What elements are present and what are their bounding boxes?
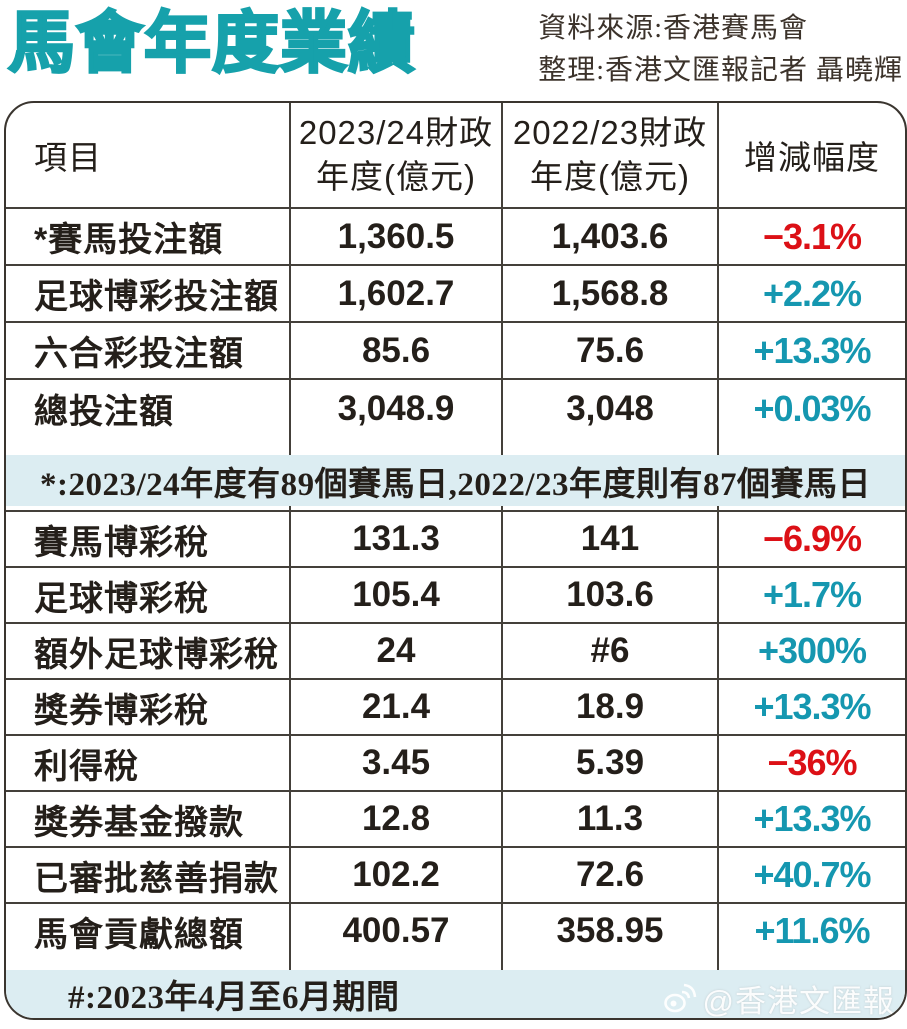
change-value: −6.9% [762,518,862,559]
watermark: @香港文匯報 [661,976,895,1021]
table-row: 總投注額 3,048.9 3,048 +0.03% [6,380,905,437]
row-label: 獎券基金撥款 [6,792,291,846]
row-label: 六合彩投注額 [6,323,291,380]
change-value: +11.6% [754,910,870,951]
footnote-band: #:2023年4月至6月期間 [6,970,905,1018]
row-label: 馬會貢獻總額 [6,904,291,958]
value-fy2324: 105.4 [291,568,503,622]
value-fy2223: 3,048 [503,380,719,437]
value-fy2324: 400.57 [291,904,503,958]
value-fy2223: 1,568.8 [503,266,719,323]
value-fy2223: 75.6 [503,323,719,380]
table-row: 賽馬博彩稅 131.3 141 −6.9% [6,510,905,566]
value-fy2223: 141 [503,512,719,566]
row-label: 賽馬博彩稅 [6,512,291,566]
source-line: 資料來源:香港賽馬會 [538,13,808,44]
table-row: 馬會貢獻總額 400.57 358.95 +11.6% [6,902,905,958]
note-text: *:2023/24年度有89個賽馬日,2022/23年度則有87個賽馬日 [39,466,872,503]
results-table: 項目 2023/24財政 年度(億元) 2022/23財政 年度(億元) 增減幅… [4,101,907,1020]
header-fy2324: 2023/24財政 年度(億元) [291,103,503,209]
value-fy2324: 24 [291,624,503,678]
table-row: 六合彩投注額 85.6 75.6 +13.3% [6,323,905,380]
row-label: 總投注額 [6,380,291,437]
table-row: 足球博彩稅 105.4 103.6 +1.7% [6,566,905,622]
table-row: *賽馬投注額 1,360.5 1,403.6 −3.1% [6,209,905,266]
watermark-text: @香港文匯報 [702,984,895,1019]
change-value: +300% [757,630,867,671]
value-fy2223: 18.9 [503,680,719,734]
editor-line: 整理:香港文匯報記者 聶曉輝 [538,55,903,86]
table-row: 利得稅 3.45 5.39 −36% [6,734,905,790]
value-fy2324: 1,360.5 [291,209,503,266]
change-value: +13.3% [719,323,905,380]
change-value: +0.03% [753,387,871,429]
page-title: 馬會年度業績 [7,5,417,83]
change-value: +13.3% [753,686,871,727]
row-label: 已審批慈善捐款 [6,848,291,902]
change-value: +2.2% [719,266,905,323]
change-value: +1.7% [762,574,862,615]
header-fy2223: 2022/23財政 年度(億元) [503,103,719,209]
value-fy2324: 102.2 [291,848,503,902]
row-label: 利得稅 [6,736,291,790]
table-row: 獎券基金撥款 12.8 11.3 +13.3% [6,790,905,846]
header-item: 項目 [6,103,291,209]
change-value: −3.1% [719,209,905,266]
source-credits: 資料來源:香港賽馬會 整理:香港文匯報記者 聶曉輝 [538,8,903,92]
value-fy2223: 1,403.6 [503,209,719,266]
value-fy2324: 85.6 [291,323,503,380]
table-row: 已審批慈善捐款 102.2 72.6 +40.7% [6,846,905,902]
column-line-spacer [6,958,905,970]
footnote-text: #:2023年4月至6月期間 [68,980,400,1016]
value-fy2324: 3,048.9 [291,380,503,437]
row-label: 額外足球博彩稅 [6,624,291,678]
note-band: *:2023/24年度有89個賽馬日,2022/23年度則有87個賽馬日 [6,455,905,506]
row-label: 獎券博彩稅 [6,680,291,734]
table-row: 獎券博彩稅 21.4 18.9 +13.3% [6,678,905,734]
value-fy2223: 358.95 [503,904,719,958]
value-fy2223: #6 [503,624,719,678]
column-line-spacer [6,506,905,510]
value-fy2324: 12.8 [291,792,503,846]
table-row: 額外足球博彩稅 24 #6 +300% [6,622,905,678]
value-fy2324: 21.4 [291,680,503,734]
row-label: *賽馬投注額 [6,209,291,266]
value-fy2223: 11.3 [503,792,719,846]
value-fy2223: 103.6 [503,568,719,622]
value-fy2324: 3.45 [291,736,503,790]
column-line-spacer [6,437,905,455]
change-value: +13.3% [753,798,871,839]
row-label: 足球博彩投注額 [6,266,291,323]
weibo-icon [661,982,697,1016]
value-fy2324: 131.3 [291,512,503,566]
table-header-row: 項目 2023/24財政 年度(億元) 2022/23財政 年度(億元) 增減幅… [6,103,905,209]
change-value: −36% [767,742,857,783]
value-fy2223: 72.6 [503,848,719,902]
table-row: 足球博彩投注額 1,602.7 1,568.8 +2.2% [6,266,905,323]
row-label: 足球博彩稅 [6,568,291,622]
value-fy2324: 1,602.7 [291,266,503,323]
change-value: +40.7% [753,854,871,895]
header-change: 增減幅度 [719,103,905,209]
value-fy2223: 5.39 [503,736,719,790]
